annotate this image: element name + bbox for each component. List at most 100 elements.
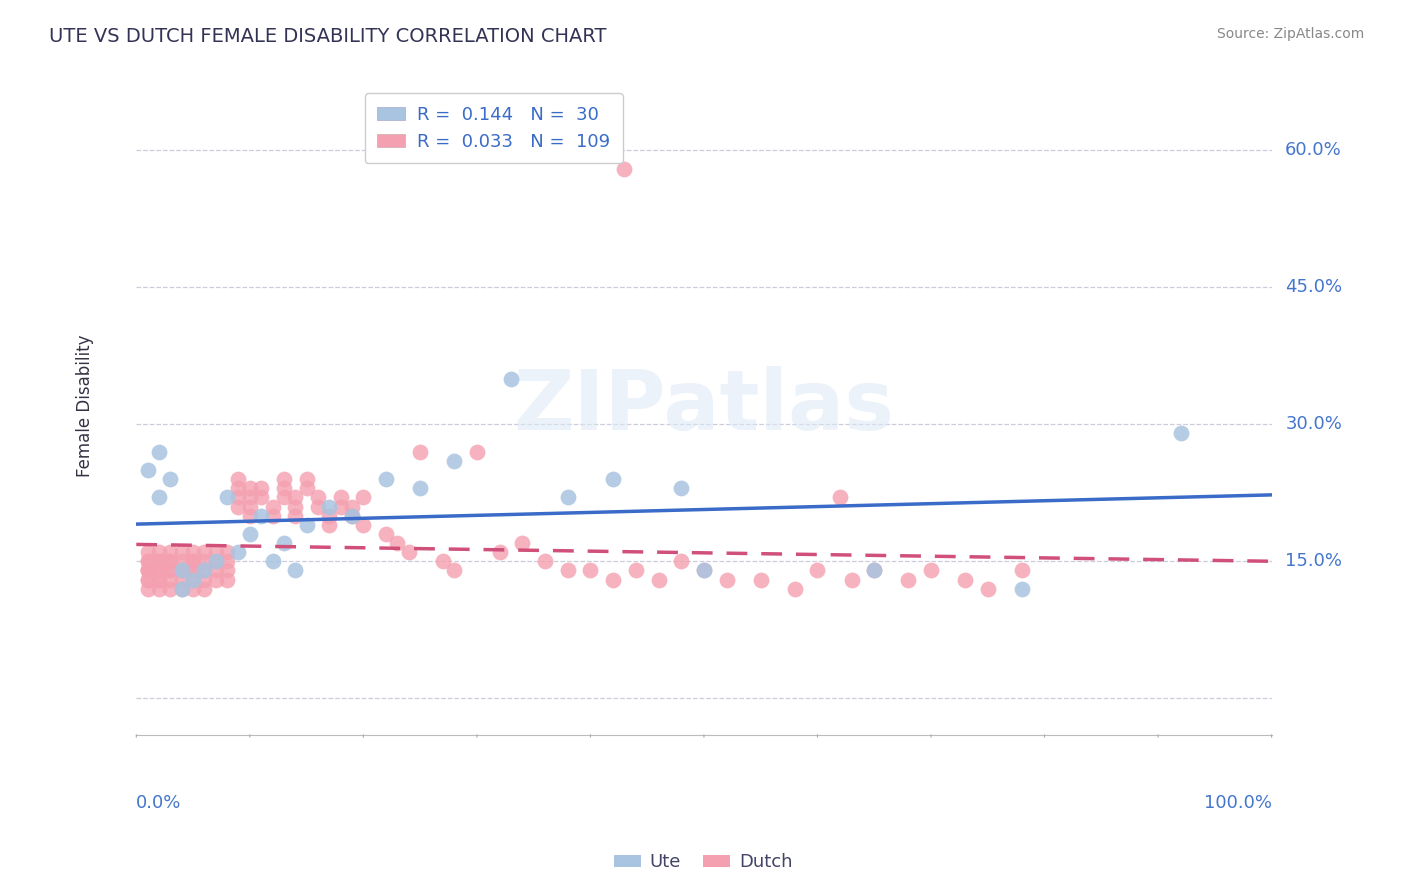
Point xyxy=(307,491,329,505)
Point xyxy=(318,500,340,514)
Point xyxy=(579,563,602,577)
Point xyxy=(273,481,295,495)
Text: 0.0%: 0.0% xyxy=(136,794,181,812)
Point xyxy=(170,554,193,568)
Point xyxy=(693,563,716,577)
Point xyxy=(693,563,716,577)
Point xyxy=(295,472,318,486)
Point xyxy=(250,508,273,523)
Point xyxy=(181,573,204,587)
Point xyxy=(148,554,170,568)
Point xyxy=(1011,582,1033,596)
Point xyxy=(295,517,318,532)
Point xyxy=(602,573,624,587)
Point xyxy=(193,545,215,559)
Point xyxy=(193,554,215,568)
Point xyxy=(409,481,432,495)
Point xyxy=(217,491,239,505)
Point xyxy=(329,491,352,505)
Legend: Ute, Dutch: Ute, Dutch xyxy=(606,847,800,879)
Point xyxy=(273,536,295,550)
Legend: R =  0.144   N =  30, R =  0.033   N =  109: R = 0.144 N = 30, R = 0.033 N = 109 xyxy=(364,93,623,163)
Point xyxy=(148,545,170,559)
Point xyxy=(432,554,454,568)
Point xyxy=(148,491,170,505)
Point xyxy=(217,554,239,568)
Point xyxy=(806,563,828,577)
Point xyxy=(170,563,193,577)
Point xyxy=(250,481,273,495)
Point xyxy=(262,508,284,523)
Point xyxy=(284,508,307,523)
Point xyxy=(284,491,307,505)
Point xyxy=(170,582,193,596)
Point xyxy=(239,527,262,541)
Point xyxy=(148,444,170,458)
Point xyxy=(204,554,226,568)
Point xyxy=(136,554,159,568)
Point xyxy=(273,472,295,486)
Point xyxy=(181,554,204,568)
Point xyxy=(239,491,262,505)
Point xyxy=(181,563,204,577)
Point xyxy=(398,545,420,559)
Point xyxy=(170,545,193,559)
Point xyxy=(534,554,557,568)
Point xyxy=(193,563,215,577)
Point xyxy=(671,481,693,495)
Point xyxy=(159,563,181,577)
Point xyxy=(148,563,170,577)
Point xyxy=(863,563,886,577)
Point xyxy=(228,481,250,495)
Point xyxy=(953,573,976,587)
Point xyxy=(387,536,409,550)
Point xyxy=(262,554,284,568)
Point xyxy=(136,563,159,577)
Point xyxy=(136,582,159,596)
Point xyxy=(250,491,273,505)
Point xyxy=(443,563,465,577)
Point xyxy=(181,554,204,568)
Point xyxy=(295,481,318,495)
Point xyxy=(193,582,215,596)
Point xyxy=(136,545,159,559)
Point xyxy=(262,500,284,514)
Point xyxy=(1011,563,1033,577)
Point xyxy=(863,563,886,577)
Point xyxy=(204,554,226,568)
Point xyxy=(352,491,374,505)
Point xyxy=(783,582,806,596)
Text: 45.0%: 45.0% xyxy=(1285,278,1343,296)
Point xyxy=(557,563,579,577)
Point xyxy=(148,554,170,568)
Point xyxy=(716,573,738,587)
Text: 60.0%: 60.0% xyxy=(1285,142,1341,160)
Point xyxy=(409,444,432,458)
Point xyxy=(239,500,262,514)
Point xyxy=(193,563,215,577)
Point xyxy=(136,563,159,577)
Point xyxy=(499,372,522,386)
Point xyxy=(136,563,159,577)
Point xyxy=(1170,426,1192,441)
Point xyxy=(318,517,340,532)
Point xyxy=(375,472,398,486)
Point xyxy=(170,573,193,587)
Point xyxy=(136,554,159,568)
Point xyxy=(148,573,170,587)
Point xyxy=(148,573,170,587)
Text: 15.0%: 15.0% xyxy=(1285,552,1343,570)
Text: 30.0%: 30.0% xyxy=(1285,416,1343,434)
Text: Female Disability: Female Disability xyxy=(76,334,94,477)
Point xyxy=(228,472,250,486)
Text: UTE VS DUTCH FEMALE DISABILITY CORRELATION CHART: UTE VS DUTCH FEMALE DISABILITY CORRELATI… xyxy=(49,27,607,45)
Point xyxy=(340,508,363,523)
Point xyxy=(228,500,250,514)
Point xyxy=(897,573,920,587)
Point xyxy=(488,545,510,559)
Point xyxy=(307,500,329,514)
Point xyxy=(181,573,204,587)
Point xyxy=(170,582,193,596)
Point xyxy=(340,500,363,514)
Point xyxy=(443,454,465,468)
